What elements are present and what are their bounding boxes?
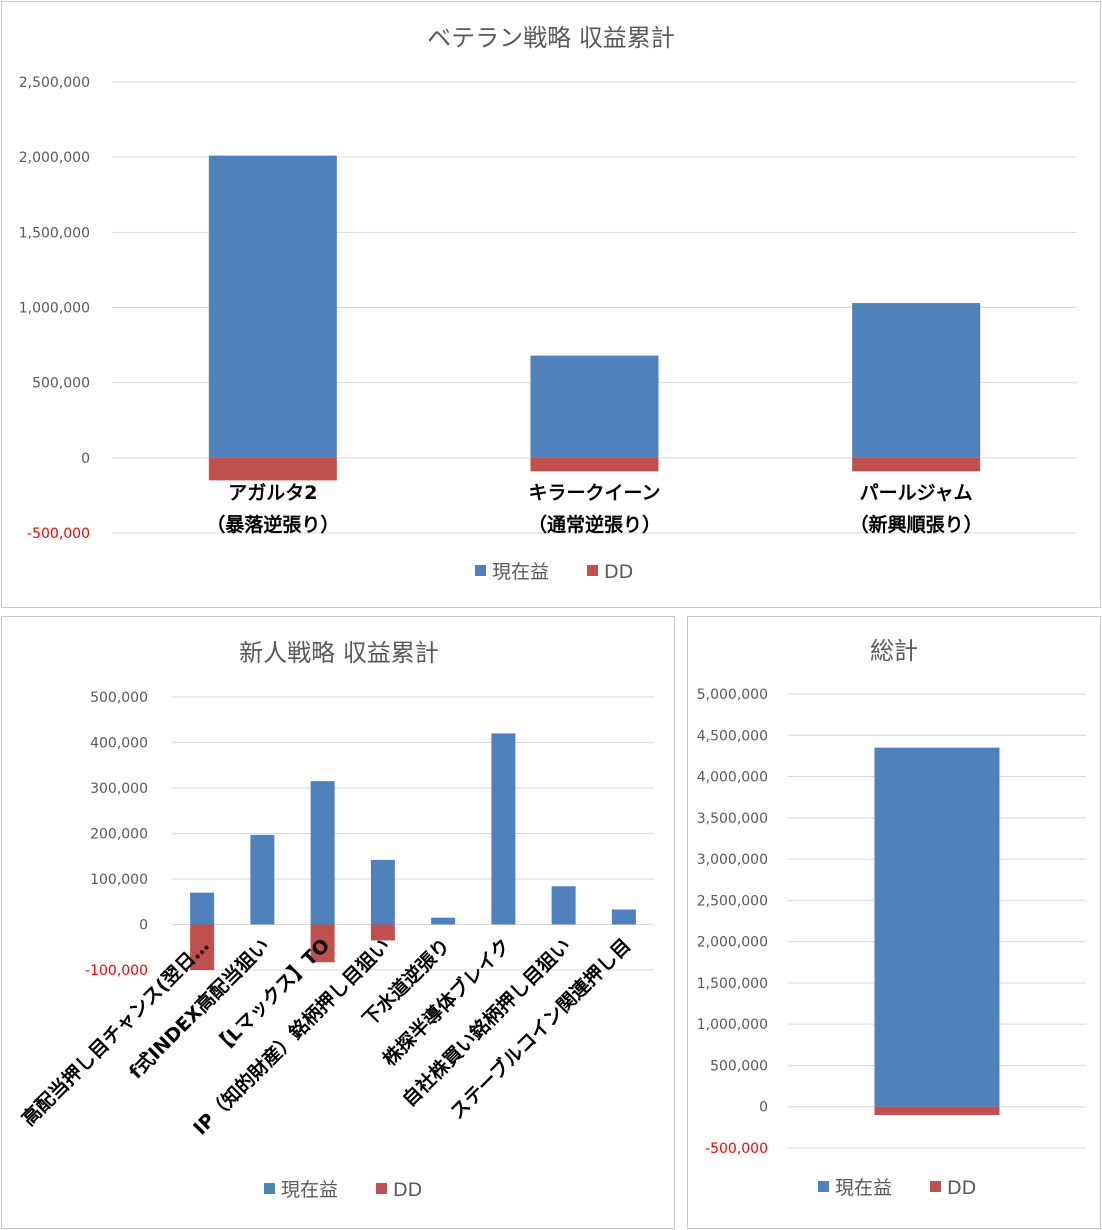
y-tick-label: 500,000 <box>90 690 148 706</box>
y-tick-label: 5,000,000 <box>697 687 768 703</box>
bar-profit <box>310 781 335 925</box>
y-tick-label: 0 <box>139 918 148 934</box>
legend-label-dd: DD <box>604 561 633 583</box>
y-tick-label: -500,000 <box>27 526 90 542</box>
x-category-label: 【Lマックス】TO <box>209 934 335 1060</box>
bar-profit <box>491 733 516 925</box>
bar-profit <box>852 302 981 458</box>
y-tick-label: -100,000 <box>85 963 148 979</box>
veteran-chart: ベテラン戦略 収益累計 2,500,000 2,000,000 1,500,000 1,… <box>19 24 1077 583</box>
legend-swatch-profit <box>475 565 486 576</box>
y-tick-label: 2,500,000 <box>697 893 768 909</box>
bar-dd <box>208 457 337 481</box>
y-tick-label: 3,500,000 <box>697 811 768 827</box>
chart-title: ベテラン戦略 収益累計 <box>427 24 675 52</box>
y-tick-label: 1,000,000 <box>19 301 90 317</box>
bar-profit <box>250 834 275 925</box>
veteran-chart-panel: ベテラン戦略 収益累計 2,500,000 2,000,000 1,500,000 1,… <box>1 1 1101 608</box>
y-tick-label: 2,500,000 <box>19 75 90 91</box>
x-category-label: キラークイーン <box>528 482 660 504</box>
x-category-label: （暴落逆張り） <box>206 513 339 536</box>
x-category-label: （通常逆張り） <box>528 513 661 536</box>
bar-profit <box>370 859 395 925</box>
legend-swatch-dd <box>930 1181 941 1192</box>
chart-title: 新人戦略 収益累計 <box>239 639 439 667</box>
total-chart-panel: 総計 5,000,000 4,500,000 4,000,000 3,500,000 3,… <box>687 616 1101 1229</box>
x-category-label: （新興順張り） <box>850 513 983 536</box>
bar-profit <box>611 909 636 925</box>
legend-label-profit: 現在益 <box>835 1177 892 1199</box>
newbie-chart-panel: 新人戦略 収益累計 500,000 400,000 300,000 200,000 100… <box>1 616 675 1229</box>
y-tick-label: 500,000 <box>32 376 90 392</box>
y-tick-label: 4,000,000 <box>697 770 768 786</box>
bar-dd <box>530 457 659 472</box>
legend-label-dd: DD <box>947 1177 976 1199</box>
y-tick-label: 500,000 <box>710 1058 768 1074</box>
legend-label-profit: 現在益 <box>492 561 549 583</box>
y-tick-label: 400,000 <box>90 736 148 752</box>
bar-profit <box>551 886 576 925</box>
bar-dd <box>874 1106 1000 1115</box>
y-tick-label: 3,000,000 <box>697 852 768 868</box>
total-chart: 総計 5,000,000 4,500,000 4,000,000 3,500,000 3,… <box>697 637 1086 1199</box>
bar-profit <box>874 747 1000 1107</box>
chart-title: 総計 <box>870 637 918 665</box>
bar-dd <box>190 924 215 970</box>
bar-dd <box>852 457 981 472</box>
y-tick-label: 4,500,000 <box>697 728 768 744</box>
y-tick-label: -500,000 <box>705 1141 768 1157</box>
y-tick-label: 100,000 <box>90 872 148 888</box>
y-tick-label: 0 <box>81 451 90 467</box>
legend-swatch-profit <box>818 1181 829 1192</box>
legend-label-profit: 現在益 <box>281 1179 338 1201</box>
newbie-chart: 新人戦略 収益累計 500,000 400,000 300,000 200,000 100… <box>17 639 654 1201</box>
legend-swatch-profit <box>264 1183 275 1194</box>
legend-swatch-dd <box>587 565 598 576</box>
y-tick-label: 2,000,000 <box>697 935 768 951</box>
bar-profit <box>208 155 337 458</box>
y-tick-label: 1,500,000 <box>19 225 90 241</box>
y-tick-label: 2,000,000 <box>19 150 90 166</box>
y-tick-label: 200,000 <box>90 827 148 843</box>
bar-profit <box>190 892 215 925</box>
bar-profit <box>530 355 659 458</box>
y-tick-label: 1,500,000 <box>697 976 768 992</box>
bar-dd <box>310 924 335 963</box>
x-category-label: パールジャム <box>860 482 973 504</box>
y-tick-label: 300,000 <box>90 781 148 797</box>
y-tick-label: 1,000,000 <box>697 1017 768 1033</box>
x-category-label: アガルタ2 <box>228 482 317 504</box>
legend-label-dd: DD <box>393 1179 422 1201</box>
bar-profit <box>431 917 456 925</box>
legend-swatch-dd <box>376 1183 387 1194</box>
y-tick-label: 0 <box>759 1100 768 1116</box>
bar-dd <box>370 924 395 941</box>
